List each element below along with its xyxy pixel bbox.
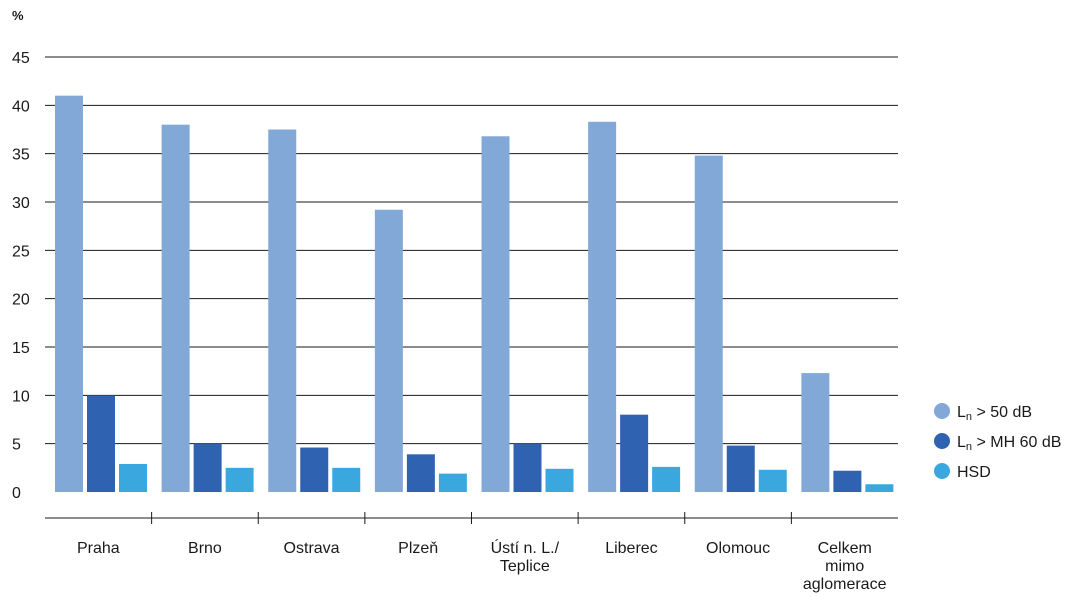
y-tick-label: 0 (12, 485, 21, 502)
bar (833, 470, 862, 492)
bar (119, 463, 147, 492)
bar (865, 484, 894, 492)
bar (55, 95, 83, 493)
bar (620, 414, 649, 492)
y-tick-label: 30 (12, 195, 30, 212)
x-tick-label: Teplice (500, 558, 550, 575)
bar (225, 467, 254, 492)
bar (87, 395, 115, 492)
x-tick-label: Liberec (605, 540, 657, 557)
y-tick-label: 25 (12, 243, 30, 260)
x-tick-label: Praha (77, 540, 120, 557)
bar (332, 467, 361, 492)
bars (55, 95, 894, 493)
bar (801, 373, 830, 492)
legend: Ln > 50 dB Ln > MH 60 dB HSD (934, 403, 1061, 481)
x-tick-label: Ústí n. L./ (491, 538, 560, 557)
bar (438, 473, 467, 492)
legend-item-label: Ln > MH 60 dB (957, 434, 1061, 453)
bar (588, 121, 617, 493)
x-tick-label: Ostrava (284, 540, 340, 557)
bar (300, 447, 329, 492)
bar (374, 209, 403, 492)
bar (545, 468, 574, 492)
y-tick-label: 45 (12, 50, 30, 67)
bar (513, 443, 542, 492)
bar (268, 129, 297, 492)
y-tick-label: 35 (12, 147, 30, 164)
legend-swatch (934, 433, 950, 449)
bar (652, 466, 681, 492)
bar (694, 155, 723, 492)
x-tick-label: mimo (825, 558, 864, 575)
x-tick-label: Plzeň (398, 540, 438, 557)
x-tick-label: Brno (188, 540, 222, 557)
x-tick-label: aglomerace (803, 576, 887, 593)
legend-item-label: Ln > 50 dB (957, 404, 1032, 423)
x-tick-label: Celkem (818, 540, 872, 557)
bar (193, 443, 222, 492)
bar (726, 445, 755, 492)
legend-swatch (934, 463, 950, 479)
y-tick-label: 15 (12, 340, 30, 357)
legend-item-label: HSD (957, 464, 991, 481)
y-tick-label: 20 (12, 292, 30, 309)
legend-swatch (934, 403, 950, 419)
bar (758, 469, 787, 492)
bar (406, 454, 435, 492)
y-tick-label: 10 (12, 388, 30, 405)
x-axis: Praha Brno Ostrava Plzeň Ústí n. L./Teplice L… (45, 512, 898, 593)
bar (161, 124, 190, 493)
y-axis-ticks: 0 5 10 15 20 25 30 35 40 45 (12, 50, 30, 502)
y-axis-unit-label: % (12, 8, 24, 23)
bar (481, 136, 510, 492)
x-tick-label: Olomouc (706, 540, 770, 557)
y-tick-label: 40 (12, 98, 30, 115)
y-tick-label: 5 (12, 437, 21, 454)
